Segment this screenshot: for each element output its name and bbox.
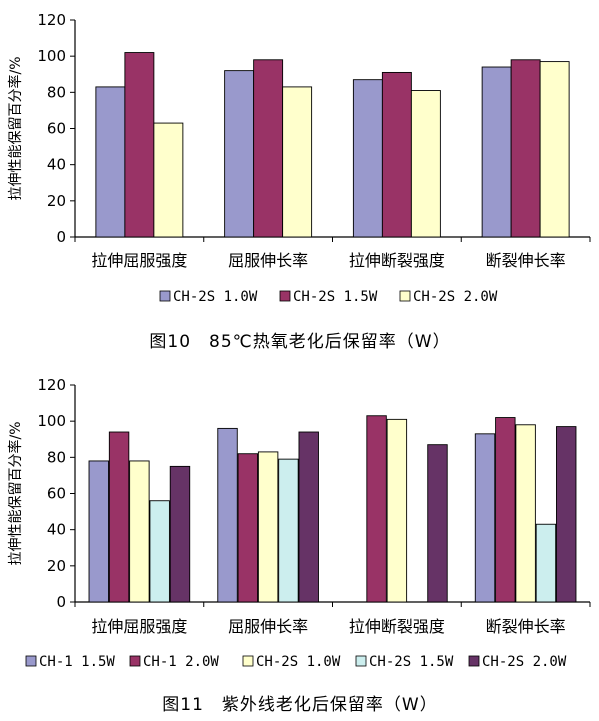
bar [278, 458, 299, 603]
figure-caption: 图10 85℃热氧老化后保留率（W） [149, 332, 450, 352]
chart-85c-thermal-oxygen-aging: 0 20 40 60 80 100 120 拉伸性能保留百分率/% 拉伸屈服强度 屈服伸长率 拉伸断… [7, 11, 591, 352]
bar [88, 460, 109, 603]
bar [352, 79, 383, 238]
y-tick-label: 60 [47, 485, 66, 503]
y-tick-label: 0 [56, 593, 66, 611]
bar [298, 431, 319, 603]
legend-swatch [25, 655, 37, 667]
bar [224, 70, 255, 238]
legend-swatch [399, 290, 411, 302]
bar [535, 523, 557, 603]
bar [237, 453, 259, 603]
y-tick-label: 120 [37, 11, 66, 29]
category-label: 拉伸断裂强度 [349, 251, 445, 270]
category-label: 断裂伸长率 [486, 617, 566, 636]
bar [381, 71, 412, 238]
bar [282, 86, 313, 238]
bar [257, 451, 279, 603]
bar [95, 86, 126, 238]
bar [124, 52, 155, 238]
legend-label: CH-2S 1.5W [369, 654, 454, 670]
bar [427, 444, 448, 603]
y-tick-label: 100 [37, 412, 66, 430]
legend-swatch [279, 290, 291, 302]
y-axis-title: 拉伸性能保留百分率/% [7, 421, 24, 565]
y-tick-label: 120 [37, 376, 66, 394]
bar [410, 90, 441, 238]
bar [386, 418, 408, 603]
bar [149, 500, 170, 603]
bar [515, 424, 536, 603]
category-label: 拉伸屈服强度 [91, 251, 187, 270]
legend-swatch [159, 290, 171, 302]
y-tick-label: 40 [47, 156, 66, 174]
bar [129, 460, 150, 603]
figure-caption: 图11 紫外线老化后保留率（W） [162, 695, 437, 715]
legend-swatch [242, 655, 254, 667]
y-axis-title: 拉伸性能保留百分率/% [7, 56, 24, 200]
bar [169, 465, 191, 603]
bar [495, 417, 516, 603]
legend-label: CH-2S 1.5W [293, 289, 378, 305]
bar [481, 66, 512, 238]
bar [366, 415, 387, 603]
y-tick-label: 0 [56, 228, 66, 246]
bar [253, 59, 284, 238]
bar [108, 431, 130, 603]
bar [510, 59, 541, 238]
bar [539, 61, 570, 238]
legend-label: CH-2S 2.0W [413, 289, 498, 305]
y-tick-label: 20 [47, 557, 66, 575]
y-tick-label: 40 [47, 521, 66, 539]
bar [474, 433, 496, 603]
y-tick-label: 60 [47, 120, 66, 138]
legend-label: CH-2S 1.0W [173, 289, 258, 305]
y-tick-label: 80 [47, 448, 66, 466]
legend-label: CH-2S 2.0W [482, 654, 567, 670]
category-label: 断裂伸长率 [486, 251, 566, 270]
y-tick-label: 20 [47, 192, 66, 210]
legend-swatch [129, 655, 141, 667]
legend-label: CH-2S 1.0W [256, 654, 341, 670]
legend-swatch [355, 655, 367, 667]
y-tick-label: 100 [37, 47, 66, 65]
y-tick-label: 80 [47, 83, 66, 101]
legend-label: CH-1 1.5W [39, 654, 115, 670]
bar [556, 426, 577, 603]
legend-label: CH-1 2.0W [143, 654, 219, 670]
category-label: 拉伸断裂强度 [349, 617, 445, 636]
category-label: 拉伸屈服强度 [91, 617, 187, 636]
category-label: 屈服伸长率 [228, 617, 308, 636]
legend-swatch [468, 655, 480, 667]
bar [153, 122, 184, 238]
bar [217, 427, 238, 603]
category-label: 屈服伸长率 [228, 251, 308, 270]
chart-uv-aging: 0 20 40 60 80 100 120 拉伸性能保留百分率/% 拉伸屈服强度 屈服伸长率 拉伸断… [7, 376, 591, 715]
